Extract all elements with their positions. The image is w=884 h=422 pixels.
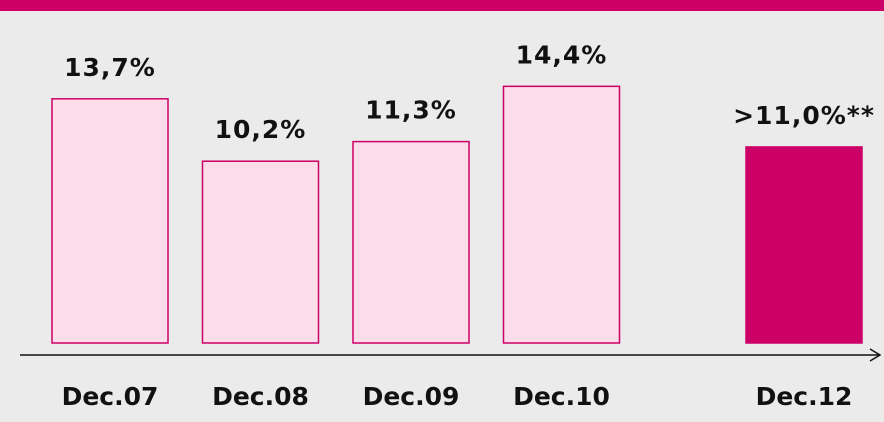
axis-arrow [869,348,882,362]
x-tick-label: Dec.09 [363,382,460,411]
bar [745,146,863,344]
value-label: >11,0%** [733,101,875,130]
value-label: 11,3% [365,96,457,125]
bar [352,140,470,344]
x-tick-label: Dec.08 [212,382,309,411]
x-tick-label: Dec.10 [513,382,610,411]
top-band [0,0,884,11]
value-label: 10,2% [215,115,307,144]
value-label: 13,7% [64,53,156,82]
x-tick-label: Dec.12 [756,382,853,411]
bar [51,98,169,344]
value-label: 14,4% [516,40,608,69]
x-tick-label: Dec.07 [62,382,159,411]
bar [502,85,621,344]
bar [201,160,320,344]
